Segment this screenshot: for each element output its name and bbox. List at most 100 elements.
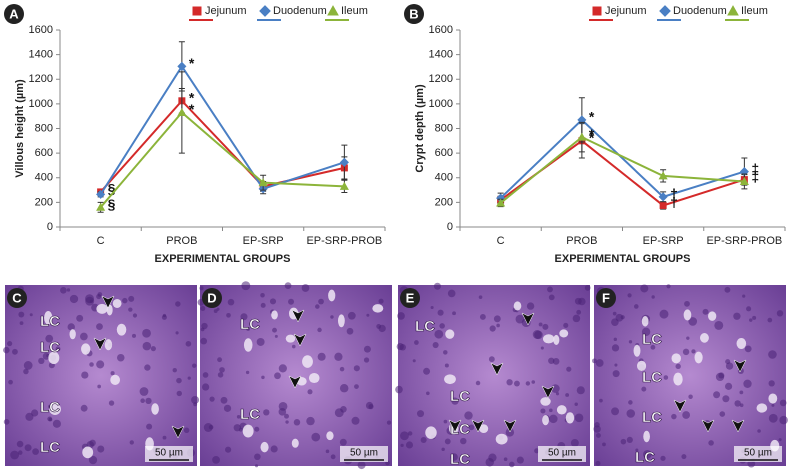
nucleus (339, 366, 345, 372)
nucleus (363, 345, 371, 353)
nucleus (525, 381, 531, 386)
data-point (177, 107, 187, 116)
nucleus (254, 426, 260, 432)
nucleus (416, 410, 425, 418)
y-tick-label: 400 (435, 172, 453, 184)
arrowhead (731, 419, 745, 433)
nucleus (708, 440, 714, 446)
nucleus (768, 413, 778, 423)
nucleus (565, 393, 570, 397)
x-tick-label: EP-SRP-PROB (306, 235, 382, 247)
y-tick-label: 600 (35, 147, 53, 159)
nucleus (351, 416, 360, 425)
nucleus (217, 372, 224, 378)
nucleus (584, 284, 591, 291)
nucleus (334, 408, 344, 418)
nucleus (193, 402, 198, 407)
nucleus (24, 444, 32, 452)
nucleus (67, 323, 75, 331)
goblet-cell (756, 403, 768, 413)
nucleus (142, 328, 151, 338)
tissue (398, 285, 590, 466)
goblet-cell (291, 438, 299, 448)
legend-label: Duodenum (273, 5, 327, 17)
goblet-cell (96, 303, 108, 314)
panel-label: B (409, 6, 418, 21)
goblet-cell (151, 403, 159, 415)
nucleus (132, 313, 138, 318)
annotation: § (108, 196, 116, 212)
legend-label: Jejunum (205, 5, 247, 17)
nucleus (311, 432, 321, 442)
nucleus (216, 307, 220, 311)
nucleus (330, 454, 336, 460)
nucleus (80, 404, 88, 412)
nucleus (263, 409, 270, 416)
nucleus (16, 440, 24, 448)
nucleus (191, 395, 200, 404)
nucleus (192, 363, 197, 368)
legend-label: Ileum (741, 5, 768, 17)
data-point (339, 157, 349, 167)
y-tick-label: 0 (47, 221, 53, 233)
nucleus (400, 443, 404, 448)
nucleus (212, 455, 220, 464)
goblet-cell (553, 334, 560, 345)
goblet-cell (112, 298, 122, 308)
y-tick-label: 200 (35, 196, 53, 208)
goblet-cell (271, 310, 278, 320)
nucleus (317, 352, 326, 361)
nucleus (779, 399, 787, 407)
nucleus (739, 403, 744, 408)
nucleus (176, 377, 182, 384)
nucleus (460, 437, 467, 445)
goblet-cell (699, 333, 709, 343)
nucleus (272, 327, 277, 333)
nucleus (434, 329, 444, 339)
nucleus (548, 294, 555, 301)
nucleus (217, 357, 223, 363)
nucleus (129, 440, 134, 445)
x-tick-label: PROB (166, 235, 197, 247)
nucleus (145, 397, 152, 405)
nucleus (620, 438, 627, 445)
data-point (258, 178, 268, 187)
goblet-cell (243, 338, 253, 352)
nucleus (552, 358, 560, 365)
nucleus (734, 400, 741, 407)
nucleus (443, 350, 448, 355)
data-point (658, 192, 668, 202)
nucleus (175, 331, 179, 335)
nucleus (572, 314, 581, 323)
nucleus (223, 404, 232, 412)
scale-label: 50 µm (744, 448, 772, 459)
nucleus (201, 322, 208, 330)
nucleus (81, 371, 89, 379)
goblet-cell (633, 344, 641, 357)
nucleus (412, 359, 416, 363)
nucleus (185, 340, 192, 347)
nucleus (18, 311, 25, 318)
nucleus (378, 298, 384, 304)
nucleus (354, 384, 359, 390)
nucleus (396, 342, 404, 351)
data-point (96, 202, 106, 211)
nucleus (176, 390, 182, 397)
region-label: LC (450, 388, 470, 405)
nucleus (199, 286, 204, 291)
histology-panel (395, 282, 591, 468)
scale-box (340, 446, 388, 462)
nucleus (353, 365, 360, 372)
nucleus (593, 425, 601, 433)
nucleus (516, 456, 524, 464)
nucleus (713, 391, 721, 399)
nucleus (570, 438, 579, 447)
panel-badge (404, 4, 424, 24)
goblet-cell (337, 314, 345, 328)
goblet-cell (82, 446, 94, 459)
nucleus (505, 428, 515, 437)
goblet-cell (708, 311, 717, 321)
nucleus (633, 304, 639, 309)
nucleus (768, 380, 775, 387)
panel-label: A (9, 6, 19, 21)
